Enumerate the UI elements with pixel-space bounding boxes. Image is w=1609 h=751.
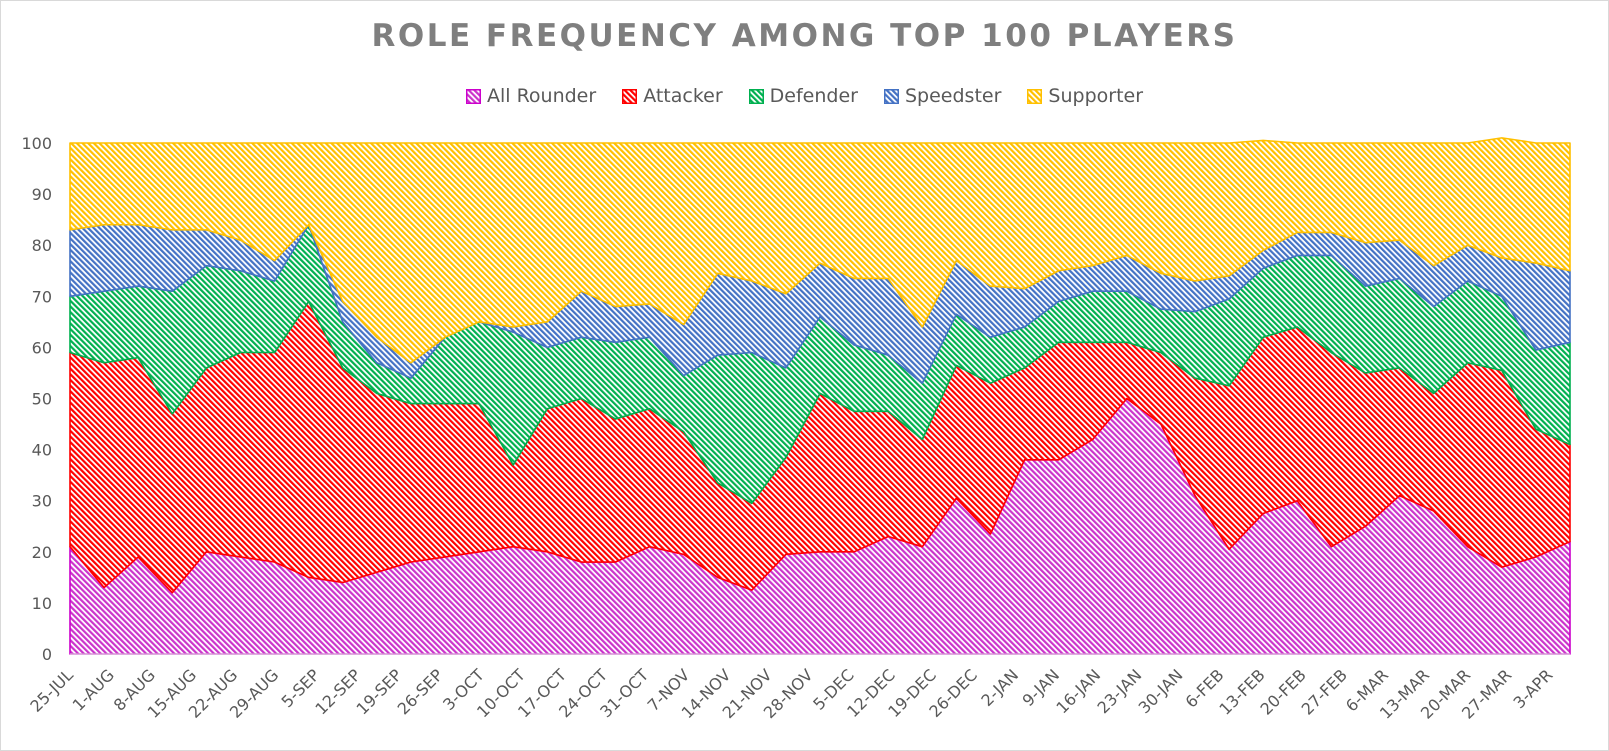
legend-label: Defender [769,85,858,107]
y-tick-label: 90 [32,185,52,204]
x-tick-label: 2-JAN [977,665,1022,710]
x-tick-label: 16-JAN [1052,665,1104,717]
y-tick-label: 80 [32,236,52,255]
x-tick-label: 30-JAN [1135,665,1187,717]
area-supporter [69,137,1571,364]
legend-item-attacker: Attacker [622,85,723,107]
y-tick-label: 50 [32,390,52,409]
legend-swatch [465,88,481,104]
x-tick-label: 3-APR [1510,665,1557,712]
legend-label: All Rounder [486,85,597,107]
x-tick-label: 25-JUL [26,665,77,716]
legend: All Rounder Attacker Defender Speedster Supp… [0,85,1609,107]
legend-swatch [748,88,764,104]
legend-item-defender: Defender [748,85,858,107]
y-tick-label: 100 [21,134,52,153]
y-tick-label: 70 [32,287,52,306]
x-tick-label: 1-AUG [69,665,118,714]
x-tick-label: 26-SEP [394,665,447,718]
y-tick-label: 20 [32,543,52,562]
y-tick-label: 60 [32,338,52,357]
chart-title: ROLE FREQUENCY AMONG TOP 100 PLAYERS [371,18,1238,54]
legend-swatch [622,88,638,104]
legend-label: Attacker [643,85,723,107]
legend-swatch [883,88,899,104]
legend-label: Speedster [904,85,1002,107]
legend-item-supporter: Supporter [1027,85,1143,107]
legend-label: Supporter [1048,85,1144,107]
legend-swatch [1027,88,1043,104]
legend-item-all-rounder: All Rounder [465,85,597,107]
x-tick-label: 23-JAN [1094,665,1146,717]
y-tick-label: 10 [32,594,52,613]
y-tick-label: 30 [32,492,52,511]
legend-item-speedster: Speedster [883,85,1002,107]
x-tick-label: 27-FEB [1298,665,1351,718]
y-tick-label: 0 [42,645,52,664]
y-tick-label: 40 [32,441,52,460]
